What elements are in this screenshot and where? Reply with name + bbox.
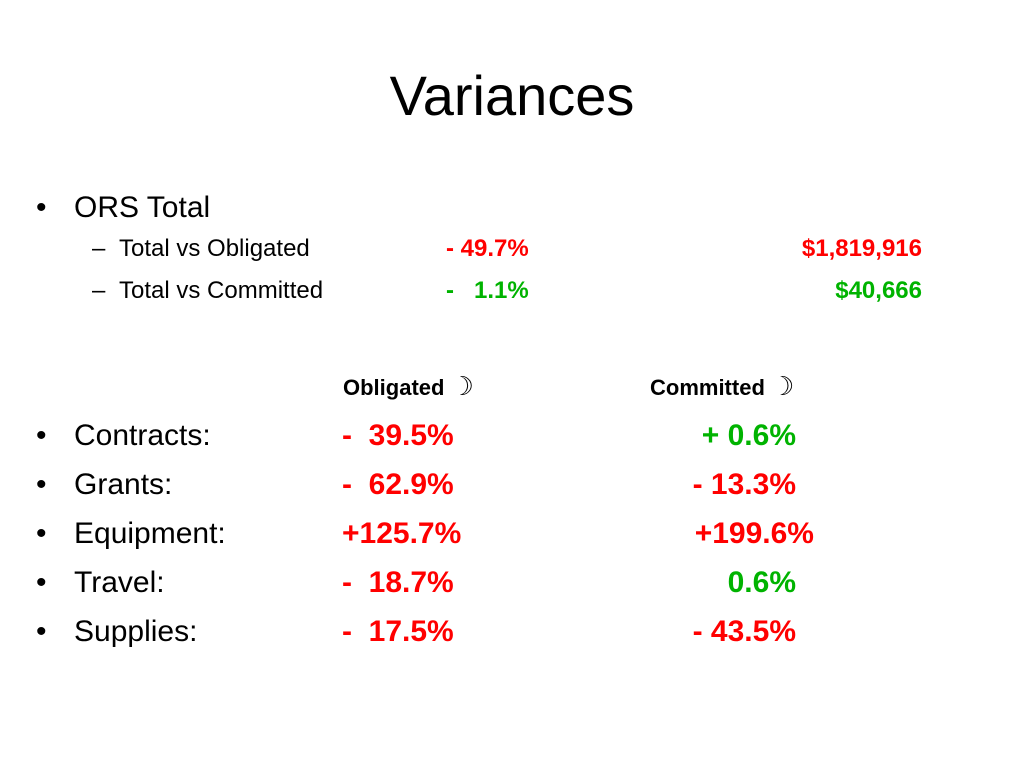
obligated-header-label: Obligated: [343, 375, 445, 400]
slide-title: Variances: [389, 64, 635, 127]
bullet-marker: •: [36, 191, 47, 224]
crescent-moon-icon: ☽: [450, 371, 474, 401]
bullet-marker: •: [36, 468, 47, 501]
category-obligated-value: +125.7%: [342, 517, 462, 550]
total-vs-committed-pct: - 1.1%: [446, 277, 529, 304]
obligated-header: Obligated ☽: [343, 372, 474, 402]
sub-bullet-marker: –: [92, 235, 106, 262]
category-label: Travel:: [74, 566, 165, 599]
category-committed-value: - 13.3%: [692, 468, 796, 501]
category-label: Equipment:: [74, 517, 226, 550]
total-vs-obligated-label: Total vs Obligated: [119, 235, 310, 262]
ors-total-label: ORS Total: [74, 191, 211, 224]
category-committed-value: +199.6%: [694, 517, 814, 550]
category-committed-value: + 0.6%: [701, 419, 796, 452]
crescent-moon-icon: ☽: [771, 371, 795, 401]
category-obligated-value: - 17.5%: [342, 615, 454, 648]
category-label: Grants:: [74, 468, 173, 501]
category-obligated-value: - 62.9%: [342, 468, 454, 501]
category-obligated-value: - 39.5%: [342, 419, 454, 452]
category-label: Contracts:: [74, 419, 211, 452]
sub-bullet-marker: –: [92, 277, 106, 304]
bullet-marker: •: [36, 419, 47, 452]
total-vs-obligated-pct: - 49.7%: [446, 235, 529, 262]
total-vs-committed-amount: $40,666: [835, 277, 922, 304]
committed-header-label: Committed: [650, 375, 765, 400]
bullet-marker: •: [36, 517, 47, 550]
total-vs-obligated-amount: $1,819,916: [801, 235, 922, 262]
bullet-marker: •: [36, 566, 47, 599]
category-label: Supplies:: [74, 615, 198, 648]
category-obligated-value: - 18.7%: [342, 566, 454, 599]
bullet-marker: •: [36, 615, 47, 648]
category-committed-value: - 43.5%: [692, 615, 796, 648]
committed-header: Committed ☽: [650, 372, 794, 402]
category-committed-value: 0.6%: [727, 566, 796, 599]
total-vs-committed-label: Total vs Committed: [119, 277, 324, 304]
